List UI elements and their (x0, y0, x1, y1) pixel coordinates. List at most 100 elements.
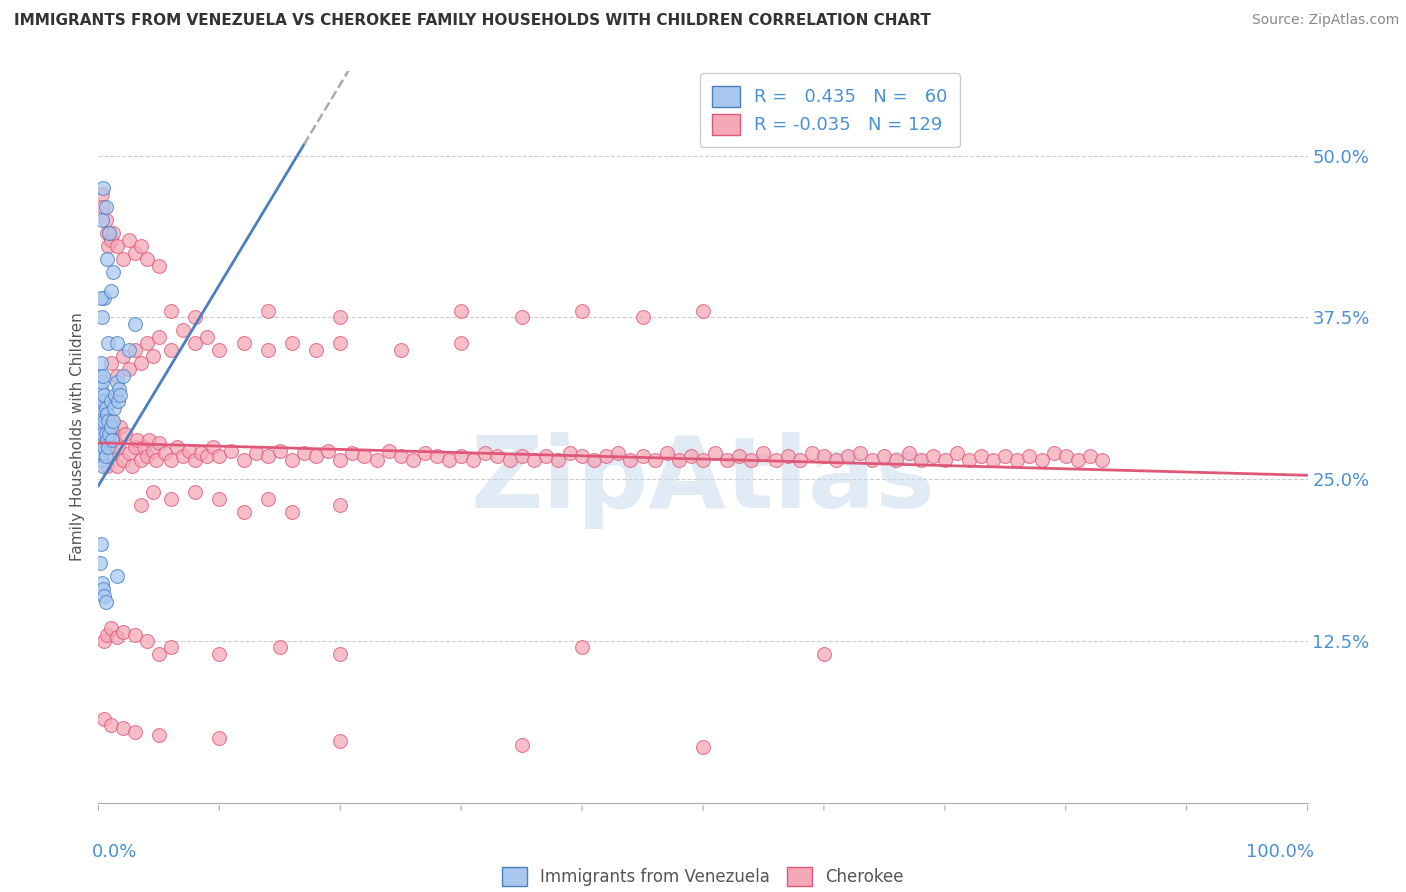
Point (100, 718, 122, 732)
Point (105, 569, 128, 583)
Point (97, 414, 120, 428)
Point (269, 640, 291, 655)
Point (100, 621, 122, 635)
Point (91, 401, 114, 415)
Point (118, 446, 141, 460)
Point (184, 452, 207, 467)
Point (910, 452, 932, 467)
Point (135, 336, 157, 351)
Point (94, 401, 117, 415)
Point (740, 452, 762, 467)
Point (534, 449, 557, 463)
Point (184, 485, 207, 500)
Point (107, 394, 129, 409)
Point (329, 336, 352, 351)
Point (105, 336, 128, 351)
Point (486, 449, 509, 463)
Point (134, 440, 156, 454)
Point (523, 452, 546, 467)
Point (118, 362, 141, 376)
Point (292, 446, 315, 460)
Point (90, 434, 112, 448)
Point (692, 303, 714, 318)
Point (329, 452, 352, 467)
Point (571, 449, 593, 463)
Point (91, 375, 114, 389)
Point (93, 589, 115, 603)
Point (96, 226, 118, 240)
Point (583, 452, 606, 467)
Point (135, 634, 157, 648)
Point (172, 323, 194, 337)
Point (195, 449, 218, 463)
Point (107, 440, 129, 454)
Point (160, 452, 183, 467)
Point (127, 434, 149, 448)
Point (91, 446, 114, 460)
Point (89, 440, 111, 454)
Text: 100.0%: 100.0% (1246, 843, 1313, 861)
Point (135, 449, 157, 463)
Point (776, 449, 799, 463)
Point (849, 446, 872, 460)
Point (389, 449, 412, 463)
Point (631, 449, 654, 463)
Point (860, 452, 883, 467)
Point (111, 252, 134, 266)
Point (921, 449, 943, 463)
Point (124, 724, 146, 739)
Legend: Immigrants from Venezuela, Cherokee: Immigrants from Venezuela, Cherokee (494, 859, 912, 892)
Point (124, 245, 146, 260)
Point (100, 233, 122, 247)
Point (195, 330, 218, 344)
Point (256, 449, 278, 463)
Text: Source: ZipAtlas.com: Source: ZipAtlas.com (1251, 13, 1399, 28)
Point (166, 440, 188, 454)
Point (118, 233, 141, 247)
Point (789, 452, 811, 467)
Point (100, 434, 122, 448)
Y-axis label: Family Households with Children: Family Households with Children (69, 313, 84, 561)
Point (281, 452, 304, 467)
Point (813, 647, 835, 661)
Point (129, 239, 152, 253)
Point (124, 440, 146, 454)
Point (97, 440, 120, 454)
Point (160, 640, 183, 655)
Point (94, 426, 117, 441)
Point (96, 434, 118, 448)
Point (100, 394, 122, 409)
Point (111, 452, 134, 467)
Point (96, 252, 118, 266)
Point (402, 452, 425, 467)
Point (148, 729, 170, 743)
Point (1042, 446, 1064, 460)
Point (184, 310, 207, 325)
Point (94, 449, 117, 463)
Point (108, 420, 131, 434)
Point (1031, 452, 1053, 467)
Point (655, 446, 678, 460)
Point (873, 449, 896, 463)
Point (94, 213, 117, 227)
Point (89, 414, 111, 428)
Point (256, 491, 278, 506)
Point (104, 388, 127, 402)
Point (886, 452, 908, 467)
Point (510, 310, 533, 325)
Point (124, 627, 146, 641)
Point (108, 388, 131, 402)
Point (232, 452, 254, 467)
Point (129, 452, 152, 467)
Point (101, 446, 124, 460)
Point (202, 440, 225, 454)
Point (129, 356, 152, 370)
Point (142, 485, 165, 500)
Point (1007, 452, 1029, 467)
Point (957, 452, 980, 467)
Point (91, 582, 114, 597)
Point (692, 452, 714, 467)
Point (90, 356, 112, 370)
Point (91, 368, 114, 383)
Point (825, 452, 848, 467)
